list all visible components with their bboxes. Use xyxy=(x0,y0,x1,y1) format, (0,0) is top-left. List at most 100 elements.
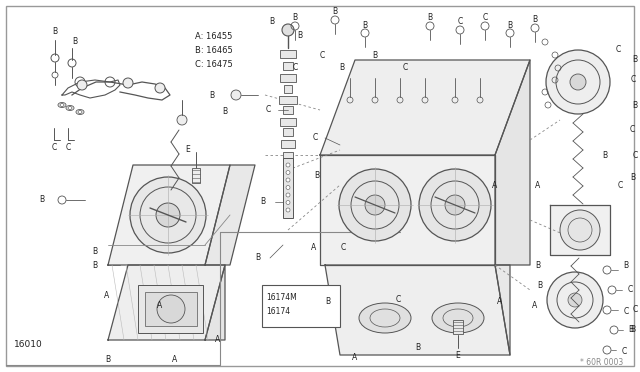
Circle shape xyxy=(286,186,290,189)
Text: B: B xyxy=(415,343,420,353)
Polygon shape xyxy=(495,60,530,265)
Text: A: A xyxy=(172,356,178,365)
Text: C: C xyxy=(618,180,623,189)
Bar xyxy=(453,320,463,334)
Bar xyxy=(280,118,296,126)
Text: C: C xyxy=(292,64,298,73)
Circle shape xyxy=(560,210,600,250)
Text: B: B xyxy=(298,31,303,39)
Bar xyxy=(192,168,200,183)
Text: A: 16455: A: 16455 xyxy=(195,32,232,41)
Circle shape xyxy=(286,201,290,205)
Circle shape xyxy=(339,169,411,241)
Circle shape xyxy=(568,293,582,307)
Text: E: E xyxy=(186,145,190,154)
Text: B: B xyxy=(536,260,541,269)
Circle shape xyxy=(157,295,185,323)
Bar xyxy=(279,96,297,104)
Text: B: B xyxy=(92,260,97,269)
Text: C: C xyxy=(632,151,637,160)
Text: A: A xyxy=(216,336,221,344)
Bar xyxy=(283,106,293,114)
Text: C: C xyxy=(312,134,317,142)
Polygon shape xyxy=(205,165,255,265)
Bar xyxy=(281,140,295,148)
Bar xyxy=(283,158,293,218)
Bar xyxy=(283,62,293,70)
Text: * 60R 0003: * 60R 0003 xyxy=(580,358,623,367)
Circle shape xyxy=(547,272,603,328)
Bar xyxy=(283,152,293,160)
Text: B: B xyxy=(602,151,607,160)
Text: B: B xyxy=(538,280,543,289)
Text: E: E xyxy=(456,350,460,359)
Text: C: C xyxy=(630,76,636,84)
Text: B: B xyxy=(223,108,228,116)
Text: B: B xyxy=(332,7,337,16)
Circle shape xyxy=(77,80,87,90)
Bar xyxy=(283,128,293,136)
Bar xyxy=(145,292,197,326)
Text: B: B xyxy=(428,13,433,22)
Text: B: B xyxy=(40,196,45,205)
Text: C: C xyxy=(458,17,463,26)
Circle shape xyxy=(445,195,465,215)
Circle shape xyxy=(286,193,290,197)
Text: A: A xyxy=(497,298,502,307)
Circle shape xyxy=(286,163,290,167)
Text: C: C xyxy=(403,64,408,73)
Text: B: B xyxy=(255,253,260,263)
Circle shape xyxy=(365,195,385,215)
Circle shape xyxy=(286,170,290,174)
Text: B: B xyxy=(630,173,636,183)
Text: 16174: 16174 xyxy=(266,307,290,316)
Text: A: A xyxy=(312,244,317,253)
Text: B: B xyxy=(106,356,111,365)
Text: A: A xyxy=(532,301,538,310)
Polygon shape xyxy=(320,60,530,155)
Polygon shape xyxy=(205,265,225,340)
Text: B: 16465: B: 16465 xyxy=(195,46,233,55)
Polygon shape xyxy=(550,205,610,255)
Text: 16010: 16010 xyxy=(14,340,43,349)
Text: C: C xyxy=(632,305,637,314)
Circle shape xyxy=(282,24,294,36)
Text: B: B xyxy=(339,64,344,73)
Text: B: B xyxy=(623,260,628,269)
Text: B: B xyxy=(508,20,513,29)
Text: C: C xyxy=(621,347,627,356)
Text: B: B xyxy=(532,16,538,25)
Text: B: B xyxy=(628,326,634,334)
Text: B: B xyxy=(632,100,637,109)
Text: C: C xyxy=(396,295,401,305)
Text: C: C xyxy=(319,51,324,60)
Text: B: B xyxy=(269,17,275,26)
Ellipse shape xyxy=(432,303,484,333)
Ellipse shape xyxy=(359,303,411,333)
Text: A: A xyxy=(492,180,498,189)
Bar xyxy=(284,85,292,93)
Text: B: B xyxy=(632,55,637,64)
Circle shape xyxy=(231,90,241,100)
Bar xyxy=(262,285,340,327)
Text: C: C xyxy=(65,144,70,153)
Circle shape xyxy=(130,177,206,253)
Circle shape xyxy=(419,169,491,241)
Circle shape xyxy=(123,78,133,88)
Text: B: B xyxy=(372,51,378,60)
Circle shape xyxy=(570,74,586,90)
Polygon shape xyxy=(108,265,225,340)
Bar xyxy=(280,50,296,58)
Text: C: C xyxy=(627,285,632,295)
Text: B: B xyxy=(52,28,58,36)
Circle shape xyxy=(156,203,180,227)
Text: B: B xyxy=(362,20,367,29)
Circle shape xyxy=(286,208,290,212)
Text: A: A xyxy=(353,353,358,362)
Text: B: B xyxy=(325,298,331,307)
Circle shape xyxy=(286,178,290,182)
Polygon shape xyxy=(325,265,510,355)
Polygon shape xyxy=(108,165,230,265)
Text: C: C xyxy=(623,308,628,317)
Text: B: B xyxy=(260,198,266,206)
